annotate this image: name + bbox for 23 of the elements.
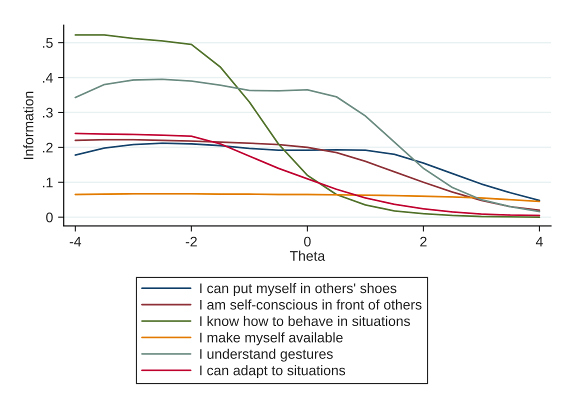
y-tick-label: 0 (46, 212, 53, 222)
legend-label: I can adapt to situations (200, 365, 346, 378)
y-axis-title: Information (23, 92, 34, 160)
x-tick-label: 4 (536, 236, 543, 246)
line-series (74, 142, 540, 202)
legend-label: I can put myself in others' shoes (200, 283, 396, 296)
x-tick-label: 0 (304, 236, 311, 247)
x-tick-label: -4 (70, 236, 82, 246)
line-series (74, 192, 540, 202)
x-axis-title: Theta (290, 250, 326, 261)
x-tick-label: -2 (186, 236, 197, 246)
legend-label: I make myself available (200, 332, 343, 346)
y-tick-label: .2 (43, 142, 53, 152)
line-series (74, 34, 540, 218)
y-tick-label: .5 (43, 38, 53, 48)
legend-label: I know how to behave in situations (200, 316, 410, 326)
y-tick-label: .3 (43, 108, 53, 118)
x-tick-label: 2 (420, 236, 427, 246)
y-tick-label: .1 (43, 178, 53, 188)
y-tick-label: .4 (43, 73, 53, 83)
line-series (74, 78, 540, 212)
legend-label: I am self-conscious in front of others (200, 299, 422, 310)
legend-label: I understand gestures (200, 348, 333, 362)
